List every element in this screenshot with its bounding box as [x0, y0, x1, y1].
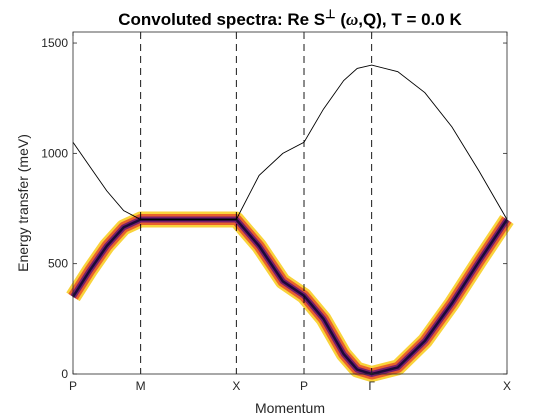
x-tick-label: X [232, 379, 240, 393]
y-tick-label: 1500 [41, 36, 68, 50]
chart-title: Convoluted spectra: Re S⊥ (ω,Q), T = 0.0… [118, 7, 462, 29]
x-tick-label: P [300, 379, 308, 393]
x-tick-label: P [69, 379, 77, 393]
intensity-band-layers [66, 211, 514, 382]
y-tick-label: 500 [48, 257, 68, 271]
plot-frame [72, 31, 508, 375]
symmetry-point-vlines [140, 32, 373, 374]
y-axis-ticks: 0 500 1000 1500 [41, 36, 507, 381]
x-tick-label: X [503, 379, 511, 393]
y-tick-label: 1000 [41, 146, 68, 160]
x-axis-label: Momentum [255, 400, 325, 416]
x-tick-label: Γ [368, 379, 375, 393]
upper-dispersion-line [72, 64, 508, 220]
y-tick-label: 0 [61, 367, 68, 381]
y-axis-label: Energy transfer (meV) [15, 134, 31, 272]
dispersion-lines [72, 64, 508, 220]
x-tick-label: M [136, 379, 146, 393]
intensity-band-layer-3 [71, 218, 509, 376]
